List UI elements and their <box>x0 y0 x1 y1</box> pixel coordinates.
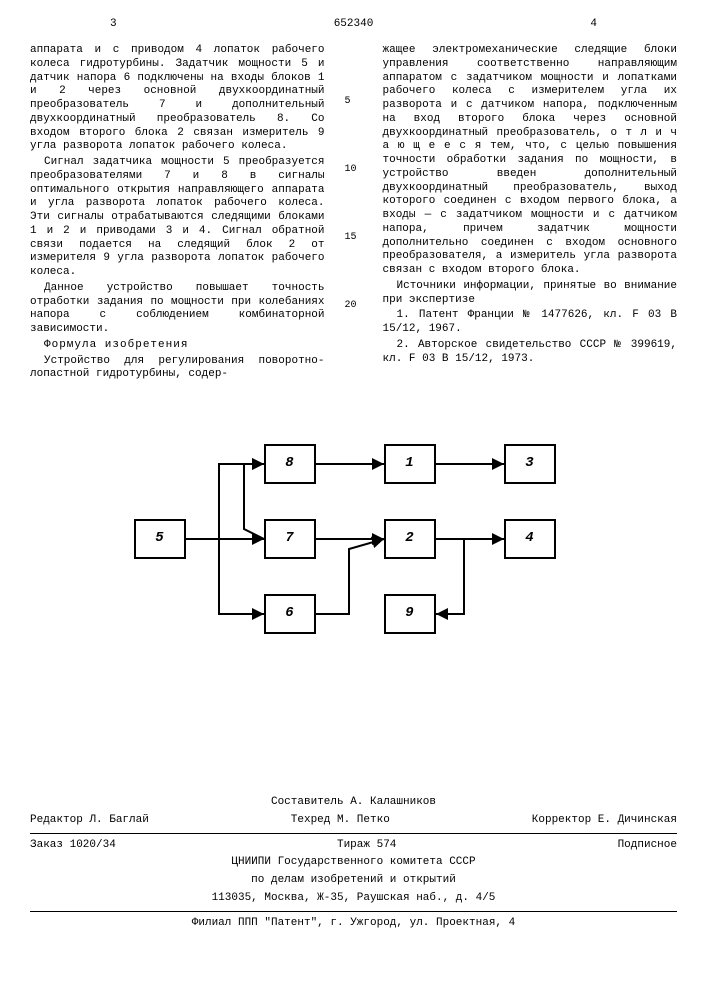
footer-branch: Филиал ППП "Патент", г. Ужгород, ул. Про… <box>30 915 677 933</box>
diagram-box-3: 3 <box>504 444 556 484</box>
page-num-left: 3 <box>110 18 117 32</box>
diagram-edge <box>316 539 384 614</box>
line-10: 10 <box>345 164 357 177</box>
footer-rule-2 <box>30 911 677 912</box>
para-l2: Сигнал задатчика мощности 5 преобразуетс… <box>30 156 325 280</box>
footer-rule-1 <box>30 833 677 834</box>
diagram-box-8: 8 <box>264 444 316 484</box>
para-l1: аппарата и с приводом 4 лопаток рабочего… <box>30 44 325 154</box>
footer-org1: ЦНИИПИ Государственного комитета СССР <box>30 854 677 872</box>
diagram-box-1: 1 <box>384 444 436 484</box>
line-markers: 5 10 15 20 <box>345 44 363 384</box>
diagram-edge <box>186 464 264 539</box>
para-l4: Устройство для регулирования поворотно-л… <box>30 355 325 383</box>
source-1: 1. Патент Франции № 1477626, кл. F 03 B … <box>383 309 678 337</box>
diagram-box-7: 7 <box>264 519 316 559</box>
diagram-edge <box>244 464 264 539</box>
para-r1: жащее электромеханические следящие блоки… <box>383 44 678 278</box>
column-left: аппарата и с приводом 4 лопаток рабочего… <box>30 44 325 384</box>
footer-order: Заказ 1020/34 <box>30 839 116 853</box>
diagram-box-2: 2 <box>384 519 436 559</box>
line-5: 5 <box>345 96 351 109</box>
sources-title: Источники информации, принятые во вниман… <box>383 280 678 308</box>
patent-number: 652340 <box>334 18 374 32</box>
diagram-edge <box>436 539 464 614</box>
source-2: 2. Авторское свидетельство СССР № 399619… <box>383 339 678 367</box>
diagram-box-6: 6 <box>264 594 316 634</box>
block-diagram: 5 8 7 6 1 2 9 3 4 <box>124 424 584 654</box>
footer-sub: Подписное <box>618 839 677 853</box>
page-num-right: 4 <box>590 18 597 32</box>
diagram-box-4: 4 <box>504 519 556 559</box>
diagram-edge <box>186 539 264 614</box>
line-20: 20 <box>345 300 357 313</box>
footer-editor: Редактор Л. Баглай <box>30 814 149 828</box>
footer-techred: Техред М. Петко <box>291 814 390 828</box>
line-15: 15 <box>345 232 357 245</box>
para-l3: Данное устройство повышает точность отра… <box>30 282 325 337</box>
footer-tirazh: Тираж 574 <box>337 839 396 853</box>
column-right: жащее электромеханические следящие блоки… <box>383 44 678 384</box>
footer-compiler: Составитель А. Калашников <box>30 794 677 812</box>
formula-title: Формула изобретения <box>30 339 325 353</box>
footer-colophon: Составитель А. Калашников Редактор Л. Ба… <box>30 794 677 932</box>
diagram-box-9: 9 <box>384 594 436 634</box>
page-header: 3 652340 4 <box>30 18 677 36</box>
diagram-box-5: 5 <box>134 519 186 559</box>
footer-addr1: 113035, Москва, Ж-35, Раушская наб., д. … <box>30 890 677 908</box>
text-columns: аппарата и с приводом 4 лопаток рабочего… <box>30 44 677 384</box>
footer-org2: по делам изобретений и открытий <box>30 872 677 890</box>
footer-corrector: Корректор Е. Дичинская <box>532 814 677 828</box>
